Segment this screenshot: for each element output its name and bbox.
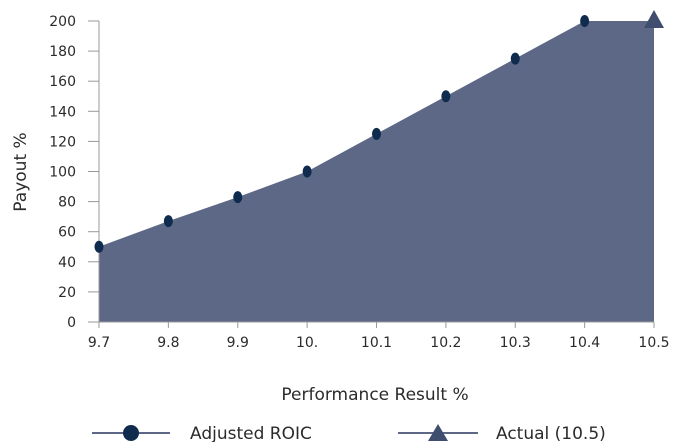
x-tick-label: 10.4 <box>569 335 600 351</box>
data-point-actual <box>644 10 664 28</box>
y-axis-title: Payout % <box>11 132 31 211</box>
y-tick-label: 80 <box>58 195 76 211</box>
x-tick-label: 10.5 <box>638 335 669 351</box>
x-tick-label: 10.3 <box>500 335 531 351</box>
y-tick-label: 0 <box>67 315 76 331</box>
y-tick-label: 20 <box>58 285 76 301</box>
legend-label-actual: Actual (10.5) <box>496 424 606 442</box>
data-point-adjusted-roic <box>233 191 243 204</box>
data-point-adjusted-roic <box>441 90 451 103</box>
x-axis-title: Performance Result % <box>281 385 468 405</box>
y-tick-label: 120 <box>49 134 76 150</box>
data-point-adjusted-roic <box>510 52 520 65</box>
data-point-adjusted-roic <box>94 240 104 253</box>
y-tick-label: 200 <box>49 14 76 30</box>
y-tick-label: 180 <box>49 44 76 60</box>
y-tick-label: 40 <box>58 255 76 271</box>
data-point-adjusted-roic <box>580 15 590 27</box>
x-tick-label: 10. <box>296 335 318 351</box>
data-point-adjusted-roic <box>163 215 173 228</box>
data-point-adjusted-roic <box>302 165 312 178</box>
x-tick-label: 10.1 <box>361 335 392 351</box>
legend-label-adjusted-roic: Adjusted ROIC <box>190 424 312 442</box>
x-tick-label: 9.8 <box>157 335 179 351</box>
x-tick-label: 9.7 <box>88 335 110 351</box>
data-point-adjusted-roic <box>372 127 381 140</box>
legend-marker-actual <box>428 424 448 441</box>
legend: Adjusted ROIC Actual (10.5) <box>92 424 606 442</box>
y-tick-label: 60 <box>58 225 76 241</box>
legend-marker-adjusted-roic <box>123 425 139 441</box>
y-tick-label: 140 <box>49 104 76 120</box>
area-fill <box>99 21 654 322</box>
y-tick-label: 160 <box>49 74 76 90</box>
y-tick-label: 100 <box>49 165 76 181</box>
x-tick-label: 10.2 <box>430 335 461 351</box>
x-tick-label: 9.9 <box>227 335 249 351</box>
marker-layer <box>94 10 664 253</box>
area-layer <box>99 21 654 322</box>
